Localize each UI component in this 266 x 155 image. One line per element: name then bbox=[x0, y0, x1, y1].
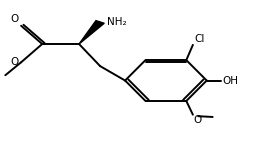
Text: O: O bbox=[11, 14, 19, 24]
Text: Cl: Cl bbox=[194, 34, 205, 44]
Polygon shape bbox=[79, 21, 104, 44]
Text: O: O bbox=[11, 57, 19, 67]
Text: O: O bbox=[194, 115, 202, 125]
Text: OH: OH bbox=[222, 75, 239, 86]
Text: NH₂: NH₂ bbox=[107, 17, 126, 27]
